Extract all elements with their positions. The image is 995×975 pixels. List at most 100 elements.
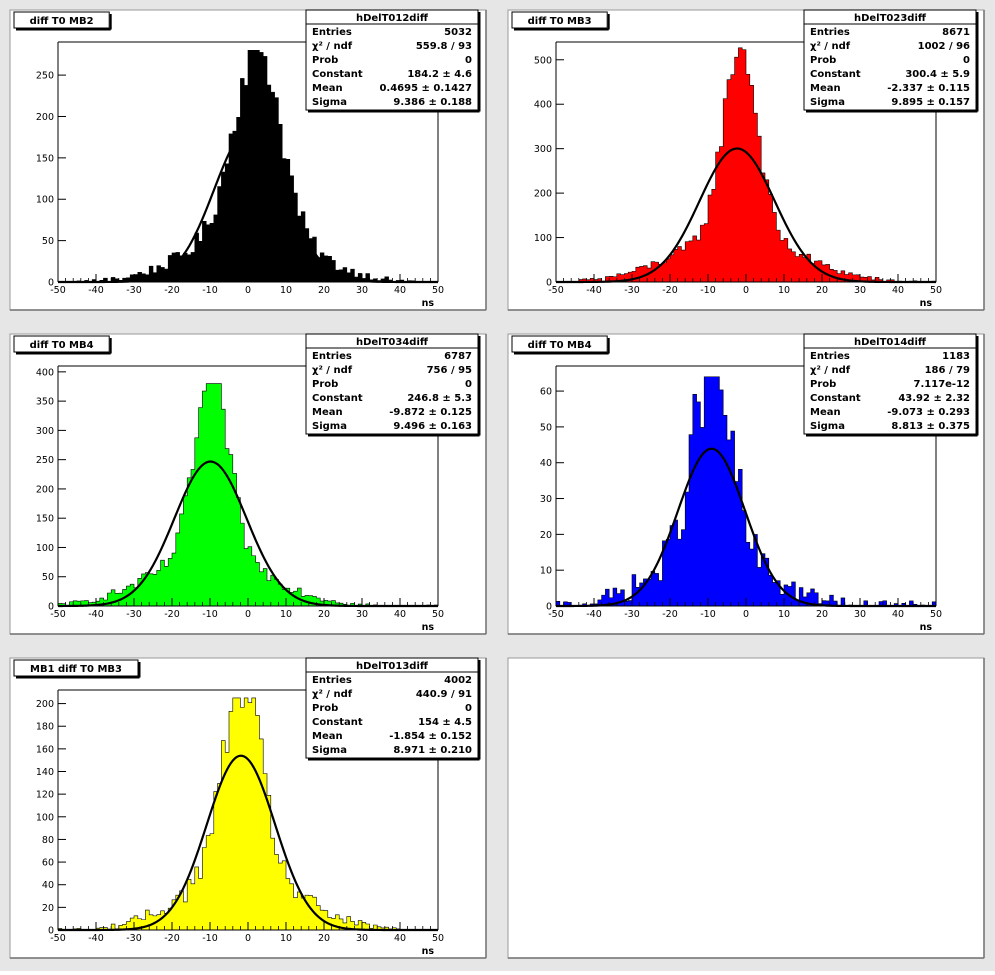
pad-title-box-1 [511,11,608,29]
stats-label-0-3: Constant [312,69,363,80]
x-tick-label-0-4: -10 [202,285,218,296]
stats-label-2-2: Prob [312,379,338,390]
pad-title-0: diff T0 MB2 [30,16,94,27]
stats-value-3-3: 43.92 ± 2.32 [898,393,970,404]
stats-value-1-4: -2.337 ± 0.115 [887,83,970,94]
pad-4: -50 -40 -30 -20 -10 0 10 20 30 40 50 0 20 40 60 80 100 12… [9,657,487,959]
x-tick-label-4-6: 10 [280,933,292,944]
stats-label-3-4: Mean [810,407,841,418]
y-tick-label-4-8: 160 [36,744,54,755]
y-tick-label-4-9: 180 [36,722,54,733]
stats-name-4: hDelT013diff [356,661,429,672]
pad-empty-bg [507,657,985,959]
y-tick-label-0-1: 50 [42,236,54,247]
y-tick-label-1-5: 500 [534,55,552,66]
stats-value-0-0: 5032 [444,27,472,38]
stats-value-3-1: 186 / 79 [925,365,970,376]
stats-value-3-2: 7.117e-12 [914,379,971,390]
stats-value-4-1: 440.9 / 91 [416,689,472,700]
x-tick-label-1-9: 40 [892,285,904,296]
x-tick-label-0-8: 30 [356,285,368,296]
stats-label-0-2: Prob [312,55,338,66]
stats-label-3-5: Sigma [810,421,845,432]
stats-name-2: hDelT034diff [356,337,429,348]
stats-value-3-5: 8.813 ± 0.375 [891,421,970,432]
stats-label-3-0: Entries [810,351,850,362]
x-tick-label-1-2: -30 [624,285,640,296]
x-tick-label-2-7: 20 [318,609,330,620]
histogram-0 [58,49,438,283]
y-tick-label-3-0: 0 [546,602,552,613]
y-tick-label-1-0: 0 [546,278,552,289]
stats-label-3-2: Prob [810,379,836,390]
x-tick-label-0-9: 40 [394,285,406,296]
x-tick-label-4-10: 50 [432,933,444,944]
x-axis-label-1: ns [920,298,933,309]
stats-label-3-3: Constant [810,393,861,404]
stats-name-3: hDelT014diff [854,337,927,348]
y-tick-label-1-1: 100 [534,233,552,244]
y-tick-label-0-5: 250 [36,71,54,82]
y-tick-label-1-4: 400 [534,100,552,111]
stats-value-2-0: 6787 [444,351,472,362]
stats-label-1-0: Entries [810,27,850,38]
x-tick-label-0-10: 50 [432,285,444,296]
x-tick-label-2-10: 50 [432,609,444,620]
y-tick-label-4-3: 60 [42,858,54,869]
x-tick-label-1-7: 20 [816,285,828,296]
stats-label-0-1: χ² / ndf [312,41,353,52]
stats-label-2-1: χ² / ndf [312,365,353,376]
stats-value-3-4: -9.073 ± 0.293 [887,407,970,418]
pad-1: -50 -40 -30 -20 -10 0 10 20 30 40 5001002003004005… [507,9,985,311]
pad-2: -50 -40 -30 -20 -10 0 10 20 30 40 50 0 50 100 150 200 25… [9,333,487,635]
y-tick-label-2-6: 300 [36,426,54,437]
y-tick-label-3-2: 20 [540,530,552,541]
x-tick-label-2-6: 10 [280,609,292,620]
y-tick-label-0-0: 0 [48,278,54,289]
stats-label-2-3: Constant [312,393,363,404]
stats-box-3 [803,333,977,435]
x-tick-label-4-0: -50 [50,933,66,944]
x-tick-label-3-3: -20 [662,609,678,620]
stats-label-4-3: Constant [312,717,363,728]
stats-value-4-2: 0 [465,703,472,714]
stats-value-2-4: -9.872 ± 0.125 [389,407,472,418]
pad-title-4: MB1 diff T0 MB3 [30,664,122,675]
stats-value-0-1: 559.8 / 93 [416,41,472,52]
y-tick-label-4-4: 80 [42,835,54,846]
stats-value-2-3: 246.8 ± 5.3 [407,393,472,404]
y-tick-label-3-6: 60 [540,387,552,398]
stats-label-0-4: Mean [312,83,343,94]
x-tick-label-4-8: 30 [356,933,368,944]
stats-value-0-5: 9.386 ± 0.188 [393,97,472,108]
x-tick-label-2-2: -30 [126,609,142,620]
x-tick-label-1-6: 10 [778,285,790,296]
x-tick-label-0-0: -50 [50,285,66,296]
stats-label-2-5: Sigma [312,421,347,432]
stats-value-4-5: 8.971 ± 0.210 [393,745,472,756]
x-axis-label-4: ns [422,946,435,957]
stats-label-1-3: Constant [810,69,861,80]
x-tick-label-4-9: 40 [394,933,406,944]
y-tick-label-2-7: 350 [36,397,54,408]
stats-value-0-2: 0 [465,55,472,66]
pad-title-2: diff T0 MB4 [30,340,94,351]
x-tick-label-2-4: -10 [202,609,218,620]
pad-0: -50 -40 -30 -20 -10 0 10 20 30 40 50 0 50 100 150 200 25… [9,9,487,311]
stats-value-1-0: 8671 [942,27,970,38]
y-tick-label-2-2: 100 [36,543,54,554]
y-tick-label-2-0: 0 [48,602,54,613]
x-tick-label-2-1: -40 [88,609,104,620]
pad-title-box-0 [13,11,110,29]
y-tick-label-3-5: 50 [540,422,552,433]
x-tick-label-3-10: 50 [930,609,942,620]
stats-name-1: hDelT023diff [854,13,927,24]
stats-label-2-0: Entries [312,351,352,362]
pad-title-box-4 [13,659,139,677]
y-tick-label-4-10: 200 [36,699,54,710]
y-tick-label-4-0: 0 [48,926,54,937]
histogram-1 [556,47,937,283]
x-tick-label-4-2: -30 [126,933,142,944]
stats-value-4-4: -1.854 ± 0.152 [389,731,472,742]
